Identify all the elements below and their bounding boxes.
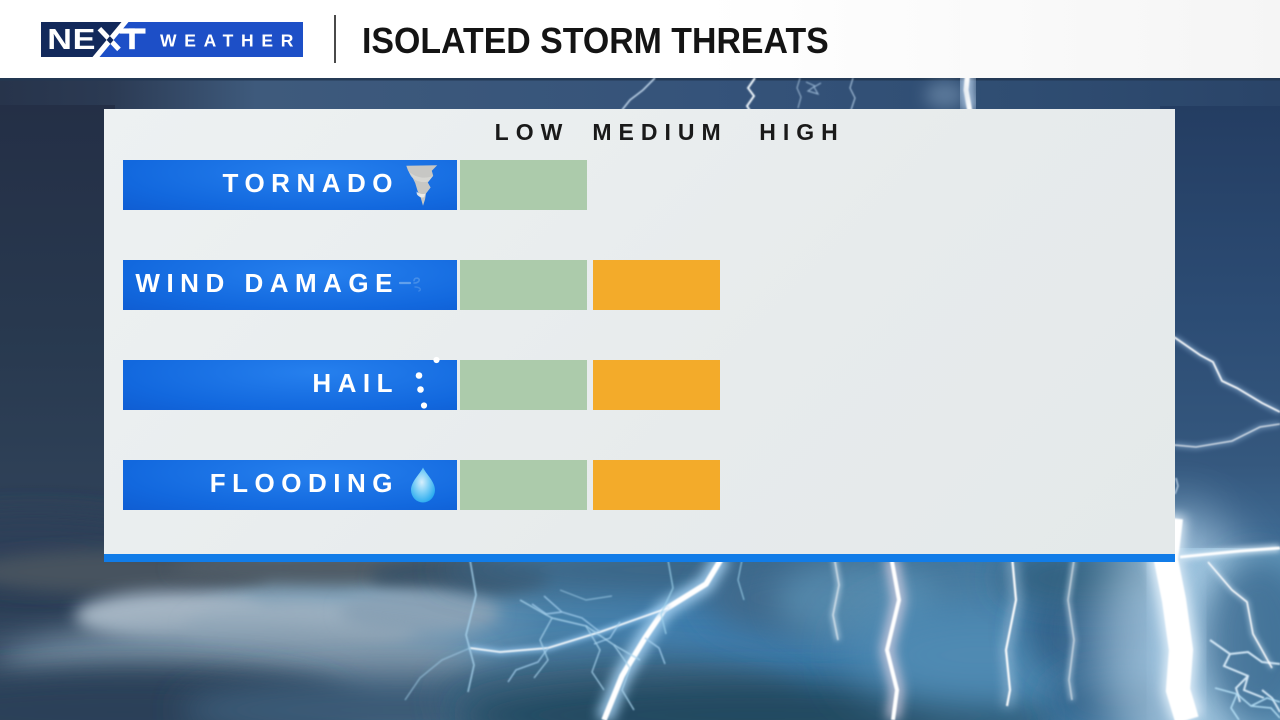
svg-text:WEATHER: WEATHER: [160, 30, 301, 50]
svg-text:NE: NE: [47, 24, 96, 56]
